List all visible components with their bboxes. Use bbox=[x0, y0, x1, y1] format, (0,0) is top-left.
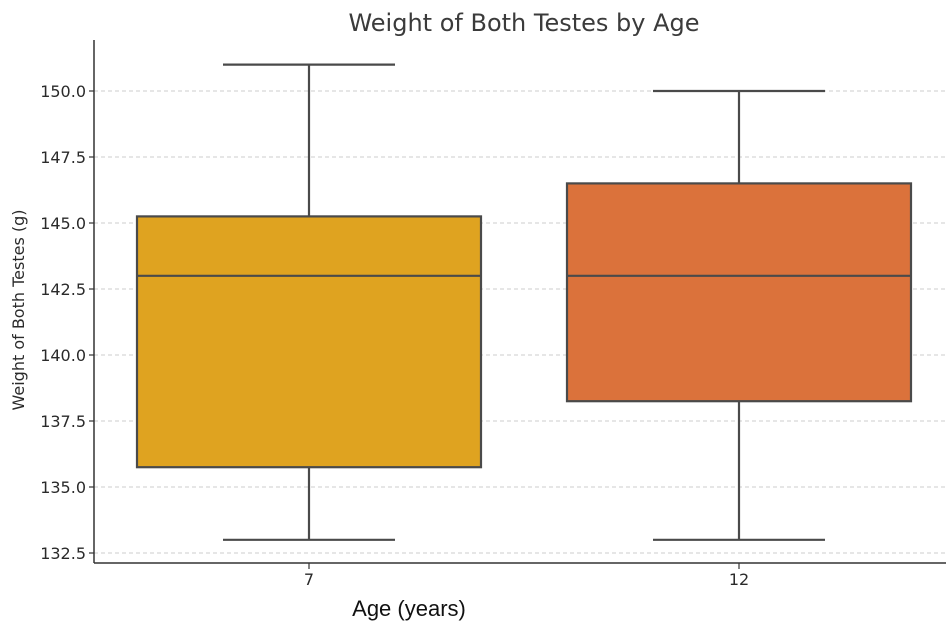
x-tick-label: 12 bbox=[729, 570, 749, 589]
box-12 bbox=[565, 89, 913, 541]
x-tick-labels: 7 12 bbox=[304, 563, 749, 589]
y-tick-label: 147.5 bbox=[40, 148, 86, 167]
x-tick-label: 7 bbox=[304, 570, 314, 589]
x-axis-label: Age (years) bbox=[352, 596, 466, 621]
axes bbox=[93, 40, 946, 564]
y-tick-label: 142.5 bbox=[40, 280, 86, 299]
y-tick-label: 132.5 bbox=[40, 544, 86, 563]
iqr-box bbox=[135, 215, 483, 469]
y-axis-label: Weight of Both Testes (g) bbox=[9, 209, 28, 410]
y-tick-label: 145.0 bbox=[40, 214, 86, 233]
y-tick-label: 137.5 bbox=[40, 412, 86, 431]
y-tick-label: 150.0 bbox=[40, 82, 86, 101]
chart-title: Weight of Both Testes by Age bbox=[348, 9, 699, 37]
y-tick-label: 135.0 bbox=[40, 478, 86, 497]
box-7 bbox=[135, 63, 483, 541]
iqr-box bbox=[565, 182, 913, 403]
box-series bbox=[135, 63, 913, 541]
y-tick-label: 140.0 bbox=[40, 346, 86, 365]
y-tick-labels: 132.5 135.0 137.5 140.0 142.5 145.0 147.5 150.0 bbox=[40, 82, 94, 563]
